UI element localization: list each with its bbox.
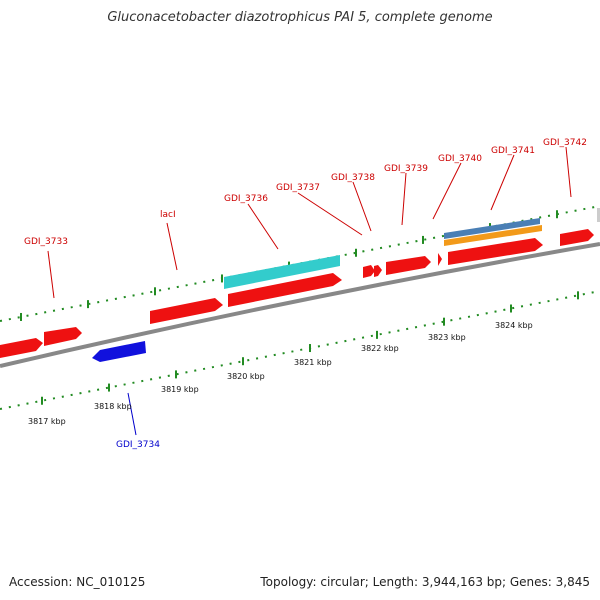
label-leader-lines [47, 146, 572, 436]
rna-gene-bar[interactable] [224, 255, 340, 289]
forward-gene-arrow[interactable] [438, 253, 442, 266]
gene-label-gdi3740: GDI_3740 [438, 154, 482, 164]
genome-backbone [0, 242, 600, 368]
gene-label-gdi3737: GDI_3737 [276, 183, 320, 193]
kbp-label: 3820 kbp [227, 372, 265, 381]
feature-track [0, 208, 600, 362]
forward-gene-arrow[interactable] [374, 265, 382, 277]
forward-gene-arrow[interactable] [560, 229, 594, 246]
kbp-label: 3822 kbp [361, 344, 399, 353]
gene-label-gdi3733: GDI_3733 [24, 237, 68, 247]
gene-label-laci: lacI [160, 210, 176, 220]
forward-gene-arrow[interactable] [448, 238, 543, 265]
forward-gene-arrow[interactable] [44, 327, 82, 346]
orange-feature-bar[interactable] [444, 225, 542, 246]
map-title: Gluconacetobacter diazotrophicus PAI 5, … [107, 10, 493, 25]
gene-label-gdi3741: GDI_3741 [491, 146, 535, 156]
blue-feature-bar[interactable] [444, 218, 540, 239]
kbp-label: 3821 kbp [294, 358, 332, 367]
offscreen-feature [597, 208, 600, 222]
kbp-label: 3823 kbp [428, 333, 466, 342]
kbp-label: 3818 kbp [94, 402, 132, 411]
forward-gene-arrow[interactable] [0, 338, 43, 358]
gene-label-gdi3738: GDI_3738 [331, 173, 375, 183]
genome-summary-text: Topology: circular; Length: 3,944,163 bp… [260, 575, 590, 589]
kbp-label: 3824 kbp [495, 321, 533, 330]
major-ticks [20, 210, 579, 405]
forward-gene-arrow[interactable] [150, 298, 223, 324]
gene-label-gdi3734: GDI_3734 [116, 440, 160, 450]
kbp-label: 3817 kbp [28, 417, 66, 426]
gene-label-gdi3736: GDI_3736 [224, 194, 268, 204]
accession-text: Accession: NC_010125 [9, 575, 146, 589]
forward-gene-arrow[interactable] [363, 265, 375, 278]
gene-label-gdi3739: GDI_3739 [384, 164, 428, 174]
forward-gene-arrow[interactable] [228, 273, 342, 307]
gene-label-gdi3742: GDI_3742 [543, 138, 587, 148]
reverse-gene-arrow[interactable] [92, 341, 146, 362]
forward-gene-arrow[interactable] [386, 256, 431, 275]
kbp-label: 3819 kbp [161, 385, 199, 394]
